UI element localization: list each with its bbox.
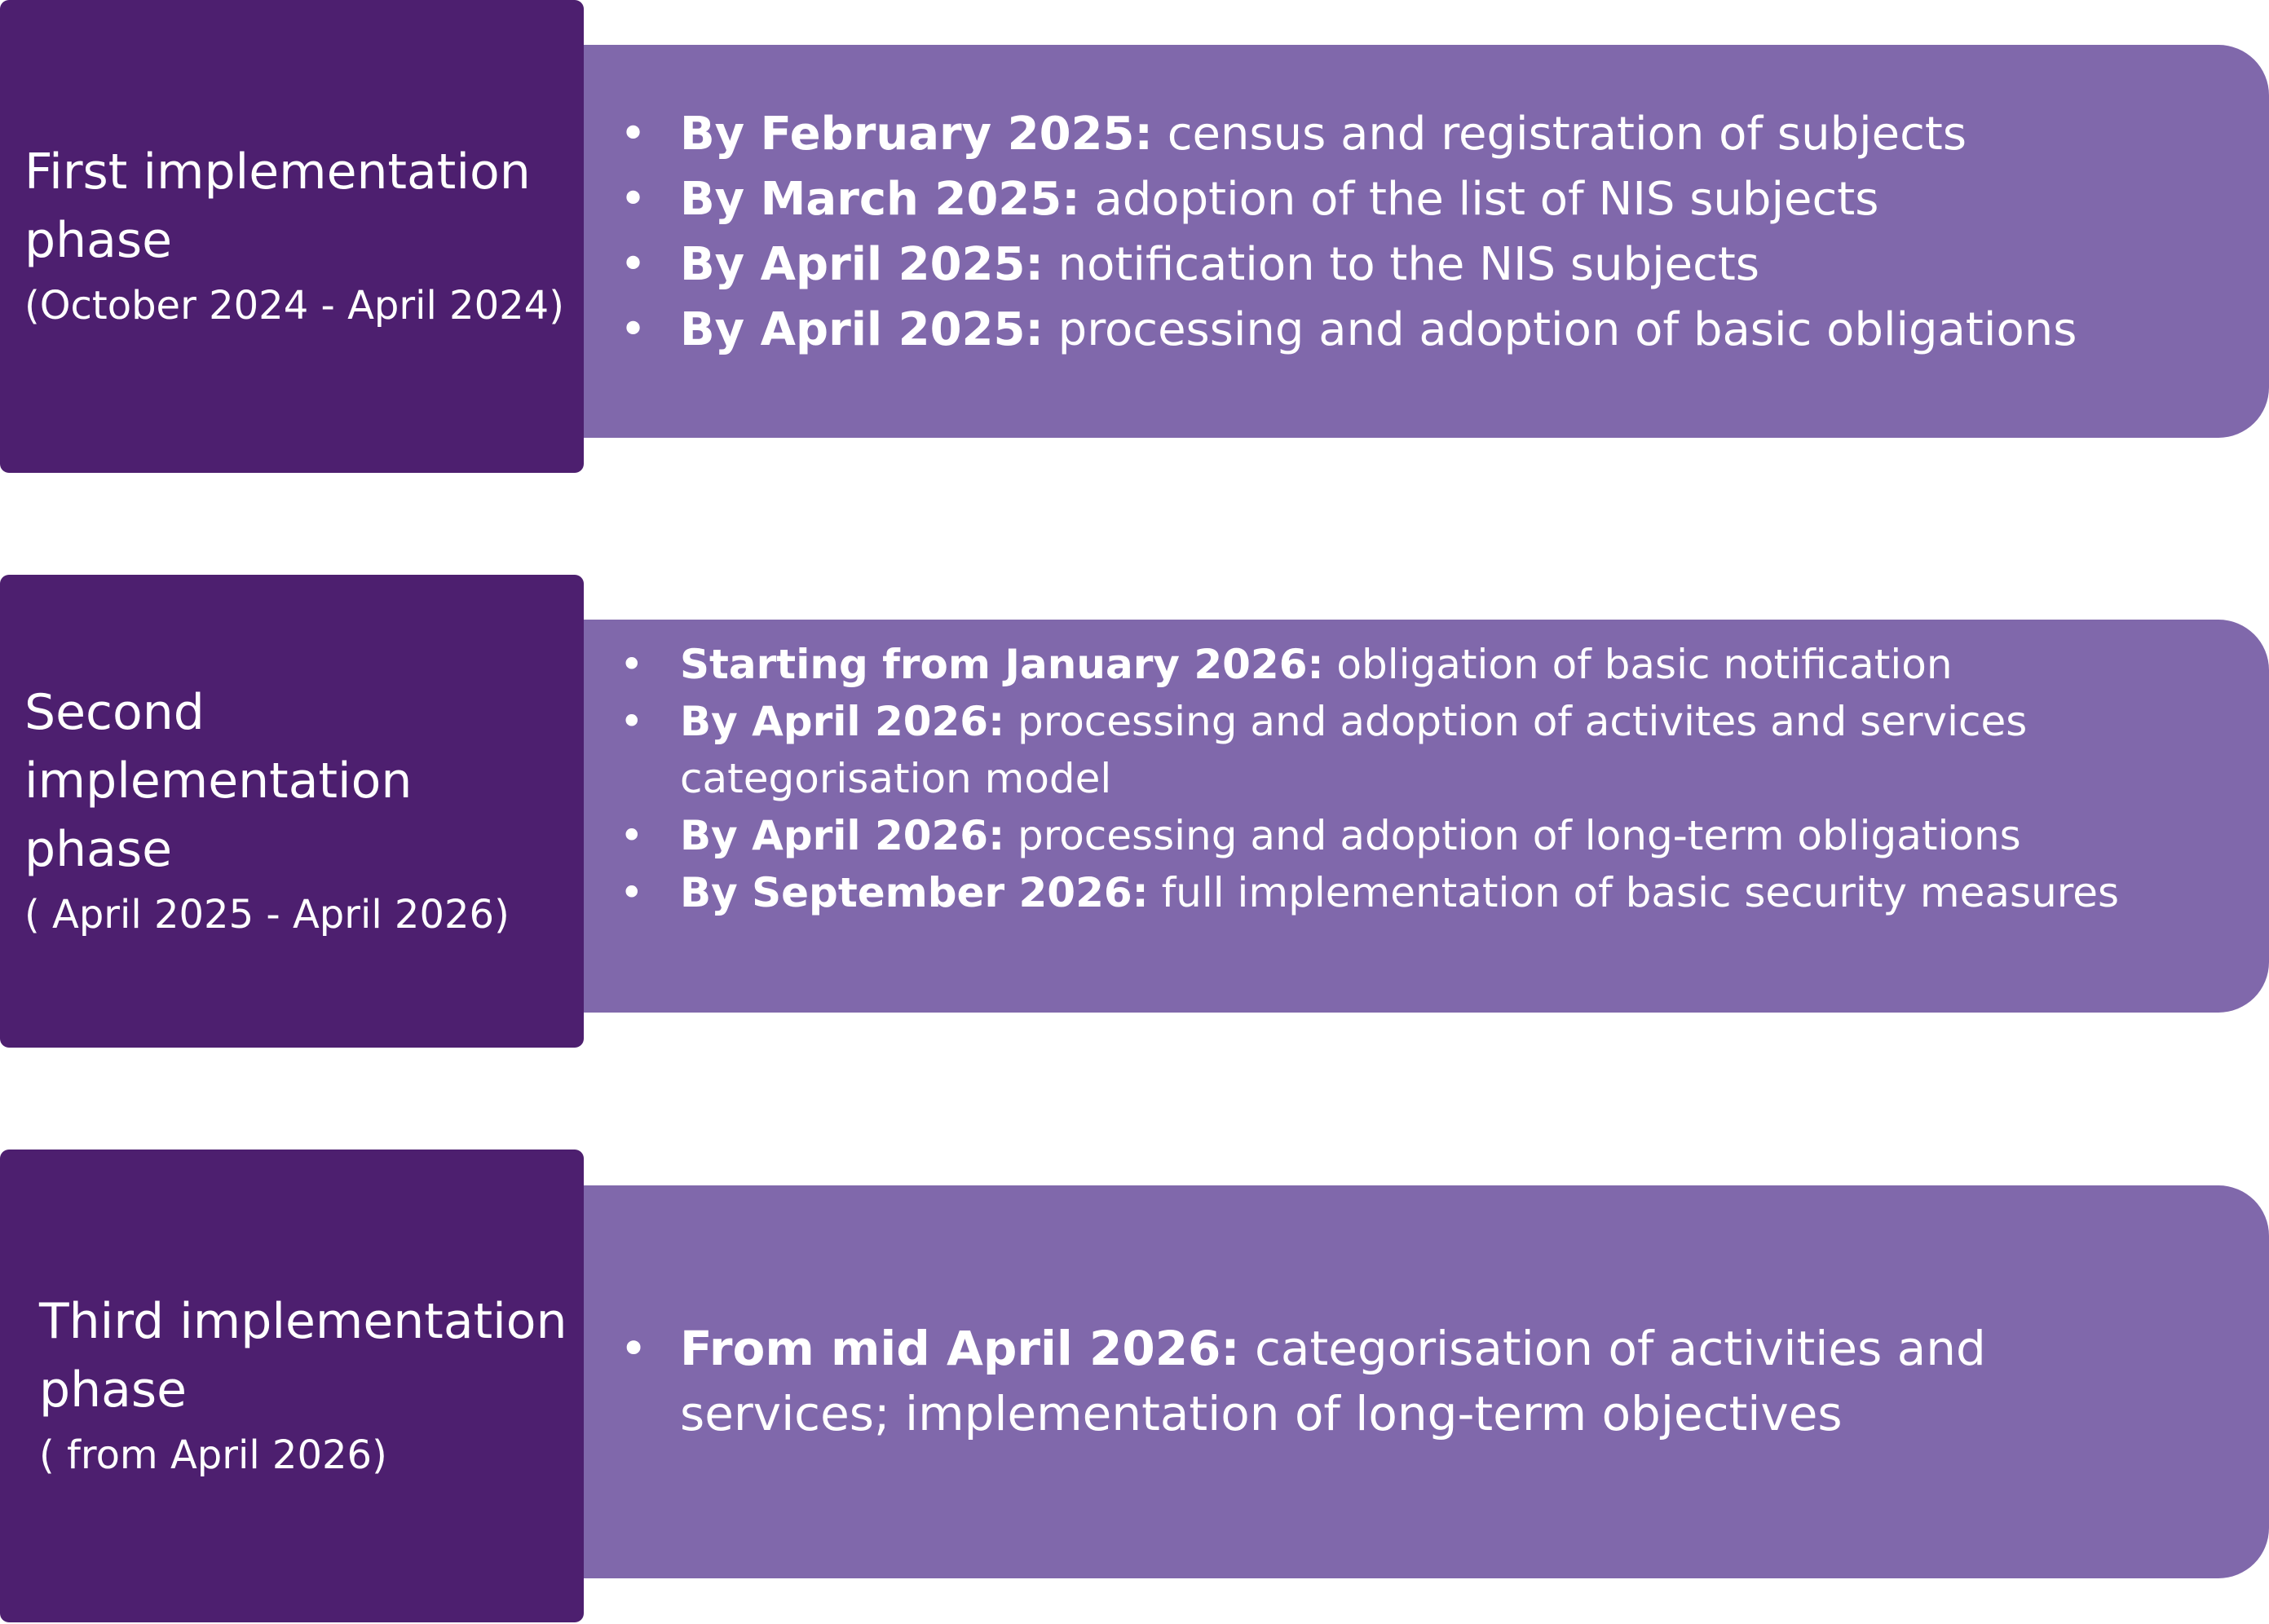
milestone-text: processing and adoption of activites and… [680, 698, 2028, 802]
milestone-date: From mid April 2026: [680, 1321, 1240, 1376]
milestone-item: • By April 2025: notification to the NIS … [620, 232, 2077, 298]
bullet-icon: • [620, 173, 647, 226]
phase-2-date-range: ( April 2025 - April 2026) [24, 892, 510, 938]
milestone-item: • By February 2025: census and registrati… [620, 102, 2077, 167]
milestone-date: By April 2025: [680, 238, 1044, 291]
milestone-item: • By March 2025: adoption of the list of … [620, 167, 2077, 232]
milestone-date: By April 2026: [680, 698, 1005, 745]
milestone-item: • Starting from January 2026: obligation … [620, 636, 2128, 693]
milestone-item: • From mid April 2026: categorisation of … [620, 1316, 2185, 1446]
milestone-item: • By April 2025: processing and adoption … [620, 298, 2077, 363]
milestone-text: processing and adoption of long-term obl… [1004, 812, 2021, 859]
phase-1-title-line2: phase [24, 212, 173, 269]
milestone-date: By September 2026: [680, 869, 1149, 916]
phase-3-title-line1: Third implementation [39, 1293, 567, 1350]
milestone-date: By March 2025: [680, 173, 1080, 226]
bullet-icon: • [620, 812, 644, 859]
phase-1-title-line1: First implementation [24, 143, 531, 201]
milestone-text: notification to the NIS subjects [1043, 238, 1760, 291]
phase-1-label-box: First implementation phase (October 2024… [0, 0, 584, 473]
phase-3-title-line2: phase [39, 1361, 188, 1419]
milestone-text: processing and adoption of basic obligat… [1043, 303, 2077, 356]
phase-3-details-box: • From mid April 2026: categorisation of … [563, 1185, 2269, 1578]
phase-2-milestone-list: • Starting from January 2026: obligation … [620, 636, 2128, 921]
milestone-text: full implementation of basic security me… [1148, 869, 2120, 916]
milestone-date: By April 2025: [680, 303, 1044, 356]
phase-2-details-box: • Starting from January 2026: obligation … [563, 620, 2269, 1013]
milestone-item: • By April 2026: processing and adoption … [620, 807, 2128, 864]
bullet-icon: • [620, 303, 647, 356]
bullet-icon: • [620, 698, 644, 745]
phase-1-milestone-list: • By February 2025: census and registrati… [620, 102, 2077, 363]
phase-2-title-line1: Second implementation [24, 684, 413, 810]
phase-3-label-box: Third implementation phase ( from April … [0, 1150, 584, 1622]
milestone-text: adoption of the list of NIS subjects [1079, 173, 1879, 226]
phase-2-title-line2: phase [24, 821, 173, 878]
milestone-item: • By April 2026: processing and adoption … [620, 693, 2128, 807]
milestone-text: categorisation of activities and service… [680, 1321, 1986, 1441]
phase-1-date-range: (October 2024 - April 2024) [24, 283, 564, 329]
bullet-icon: • [620, 869, 644, 916]
bullet-icon: • [620, 641, 644, 688]
phase-3-milestone-list: • From mid April 2026: categorisation of … [620, 1316, 2185, 1446]
milestone-date: By February 2025: [680, 108, 1153, 161]
phase-3-date-range: ( from April 2026) [39, 1432, 387, 1478]
bullet-icon: • [620, 1321, 648, 1376]
phase-1-details-box: • By February 2025: census and registrati… [563, 45, 2269, 438]
milestone-date: By April 2026: [680, 812, 1005, 859]
milestone-text: obligation of basic notification [1323, 641, 1953, 688]
bullet-icon: • [620, 238, 647, 291]
phase-2-label-box: Second implementation phase ( April 2025… [0, 575, 584, 1048]
milestone-date: Starting from January 2026: [680, 641, 1324, 688]
bullet-icon: • [620, 108, 647, 161]
milestone-item: • By September 2026: full implementation … [620, 864, 2128, 921]
milestone-text: census and registration of subjects [1152, 108, 1967, 161]
